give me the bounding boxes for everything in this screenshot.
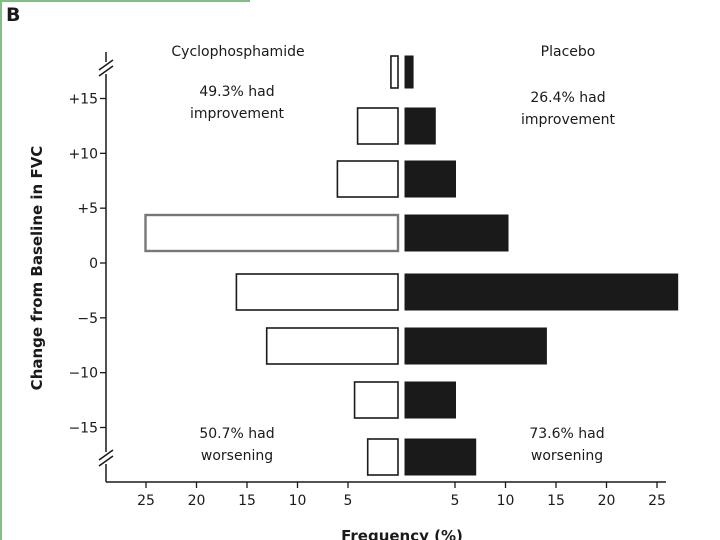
- right-top-annotation-line1: 26.4% had: [530, 90, 605, 106]
- bar-cyclophosphamide: [265, 327, 399, 365]
- bar-cyclophosphamide: [390, 55, 399, 89]
- bar-placebo: [404, 55, 414, 89]
- panel-left-border: [0, 0, 2, 540]
- axis-break-mark: [98, 65, 114, 77]
- y-tick-label: +10: [68, 146, 98, 162]
- left-bottom-annotation-line2: worsening: [201, 448, 273, 464]
- x-tick-label-left: 15: [238, 493, 256, 509]
- y-tick-label: +5: [77, 201, 98, 217]
- bar-cyclophosphamide: [336, 160, 399, 198]
- x-axis-title: Frequency (%): [341, 527, 463, 540]
- bar-cyclophosphamide: [235, 273, 399, 311]
- x-tick-label-right: 5: [451, 493, 460, 509]
- bar-placebo: [404, 273, 679, 311]
- right-group-label: Placebo: [541, 44, 596, 60]
- x-tick-label-right: 15: [547, 493, 565, 509]
- bar-placebo: [404, 381, 456, 419]
- x-tick-label-right: 20: [598, 493, 616, 509]
- x-tick-label-right: 10: [497, 493, 515, 509]
- y-tick-label: −5: [77, 311, 98, 327]
- x-tick-label-right: 25: [648, 493, 666, 509]
- bar-cyclophosphamide: [356, 107, 399, 145]
- left-top-annotation-line1: 49.3% had: [199, 84, 274, 100]
- x-tick-label-left: 5: [344, 493, 353, 509]
- y-tick-label: +15: [68, 92, 98, 108]
- right-bottom-annotation-line2: worsening: [531, 448, 603, 464]
- axis-break-mark: [98, 455, 114, 467]
- bar-placebo: [404, 107, 436, 145]
- bar-placebo: [404, 438, 477, 476]
- bar-placebo: [404, 327, 547, 365]
- left-bottom-annotation-line1: 50.7% had: [199, 426, 274, 442]
- axis-break-mark: [98, 449, 114, 461]
- bar-cyclophosphamide: [144, 213, 400, 253]
- x-tick-label-left: 20: [188, 493, 206, 509]
- left-top-annotation-line2: improvement: [190, 106, 284, 122]
- x-tick-label-left: 25: [137, 493, 155, 509]
- axis-break-mark: [98, 59, 114, 71]
- panel-top-border: [0, 0, 250, 2]
- panel-label: B: [6, 4, 21, 26]
- bar-placebo: [404, 160, 456, 198]
- bar-cyclophosphamide: [366, 438, 399, 476]
- right-bottom-annotation-line1: 73.6% had: [529, 426, 604, 442]
- left-group-label: Cyclophosphamide: [171, 44, 304, 60]
- y-tick-label: −10: [68, 366, 98, 382]
- x-tick-label-left: 10: [289, 493, 307, 509]
- y-tick-label: 0: [89, 256, 98, 272]
- bar-cyclophosphamide: [353, 381, 399, 419]
- right-top-annotation-line2: improvement: [521, 112, 615, 128]
- y-tick-label: −15: [68, 421, 98, 437]
- bar-placebo: [404, 214, 509, 252]
- y-axis-title: Change from Baseline in FVC: [28, 146, 46, 391]
